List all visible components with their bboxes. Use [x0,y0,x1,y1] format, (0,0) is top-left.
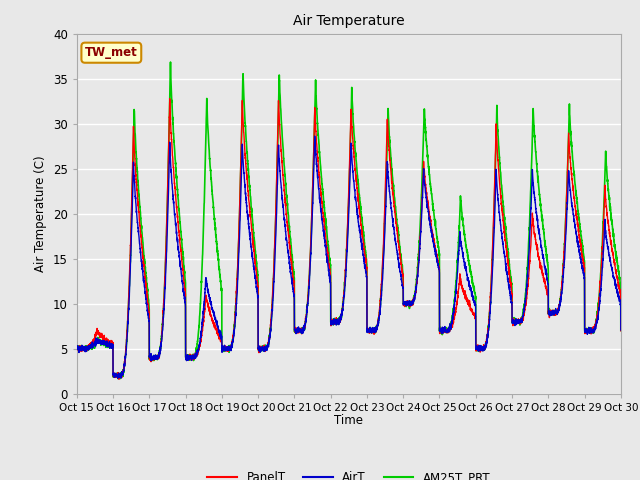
AM25T_PRT [171,150,179,156]
AM25T_PRT [329,317,337,323]
AirT [617,327,625,333]
AM25T_PRT [73,347,81,353]
AirT [502,262,509,267]
AirT [471,301,479,307]
PanelT [166,96,173,102]
PanelT [502,240,509,246]
PanelT [171,185,179,191]
AM25T_PRT [116,376,124,382]
X-axis label: Time: Time [334,414,364,427]
Line: AM25T_PRT: AM25T_PRT [77,62,621,379]
PanelT [616,291,624,297]
PanelT [441,329,449,335]
Line: PanelT: PanelT [77,99,621,379]
AM25T_PRT [471,289,479,295]
AM25T_PRT [502,226,509,232]
Line: AirT: AirT [77,136,621,378]
AirT [616,302,624,308]
AirT [329,318,337,324]
AM25T_PRT [616,282,624,288]
PanelT [471,312,479,317]
AM25T_PRT [441,328,449,334]
AirT [171,211,179,216]
Legend: PanelT, AirT, AM25T_PRT: PanelT, AirT, AM25T_PRT [203,466,495,480]
AirT [311,133,319,139]
AirT [114,375,122,381]
Text: TW_met: TW_met [85,46,138,59]
AirT [73,345,81,350]
AM25T_PRT [617,327,625,333]
PanelT [617,328,625,334]
AirT [441,327,449,333]
AM25T_PRT [166,59,174,65]
PanelT [115,376,123,382]
PanelT [329,318,337,324]
Title: Air Temperature: Air Temperature [293,14,404,28]
Y-axis label: Air Temperature (C): Air Temperature (C) [35,156,47,272]
PanelT [73,343,81,349]
